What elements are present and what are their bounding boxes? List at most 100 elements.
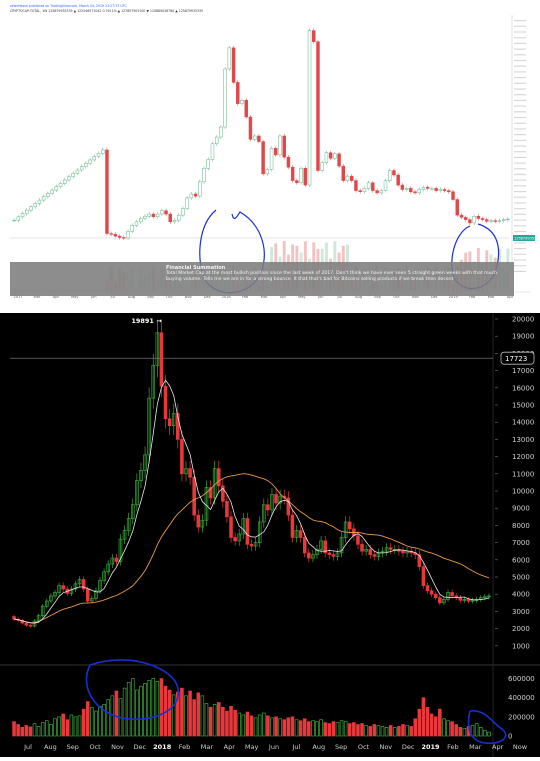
candle-down — [61, 585, 65, 590]
candle-down — [429, 590, 434, 595]
volume-bar — [130, 678, 135, 737]
volume-bar — [397, 726, 401, 737]
volume-bar — [446, 720, 450, 737]
candle-down — [192, 476, 196, 516]
candle-up — [155, 213, 160, 218]
y-tick-mark — [514, 185, 526, 187]
candle-down — [396, 174, 400, 186]
volume-bar — [229, 705, 233, 737]
candle-up — [90, 598, 94, 602]
volume-bar — [393, 727, 397, 737]
x-tick-label: Feb — [179, 743, 191, 751]
candle-down — [208, 487, 213, 499]
candle-up — [73, 583, 78, 590]
candle-up — [501, 219, 506, 221]
y-tick-label: 2000 — [512, 625, 530, 633]
y-tick-mark — [514, 111, 526, 113]
high-label: 19891 → — [131, 317, 162, 325]
y-tick-mark — [514, 99, 526, 101]
candle-up — [198, 181, 202, 197]
y-tick-mark — [514, 105, 526, 107]
candle-down — [109, 233, 113, 235]
candle-down — [459, 214, 464, 218]
candle-down — [196, 514, 201, 528]
y-tick-mark — [514, 191, 526, 193]
y-tick-label: 10000 — [512, 488, 534, 496]
x-tick-label: Oct — [393, 295, 400, 299]
candle-up — [339, 537, 344, 554]
candle-up — [261, 504, 266, 523]
candle-down — [347, 521, 352, 530]
candle-up — [257, 521, 262, 543]
x-tick-label: Apr — [53, 295, 60, 299]
y-tick-mark — [514, 48, 526, 50]
candle-down — [168, 213, 172, 223]
candle-down — [233, 537, 237, 542]
candle-up — [20, 213, 25, 218]
y-tick-mark — [514, 173, 526, 176]
volume-bar — [327, 723, 332, 737]
y-tick-mark — [514, 248, 526, 250]
volume-bar — [294, 719, 299, 737]
volume-bar — [188, 690, 192, 737]
x-tick-label: Oct — [358, 743, 370, 751]
y-tick-label: 16000 — [512, 384, 534, 392]
candle-down — [466, 599, 471, 602]
volume-bar — [159, 678, 164, 737]
candle-up — [181, 208, 185, 216]
price-line-label: 17723 — [505, 355, 527, 363]
candle-up — [79, 166, 84, 171]
volume-bar — [45, 720, 49, 737]
candle-up — [364, 549, 368, 552]
volume-bar — [212, 704, 217, 737]
x-tick-label: Apr — [224, 743, 236, 751]
candle-down — [307, 552, 311, 559]
candle-down — [421, 566, 426, 586]
y-tick-label: 20000 — [512, 316, 534, 324]
volume-bar — [200, 695, 205, 737]
candle-up — [269, 147, 274, 170]
candle-up — [106, 563, 110, 573]
candle-down — [257, 135, 261, 142]
x-tick-label: Sep — [335, 743, 347, 751]
y-tick-mark — [514, 145, 526, 147]
candle-up — [252, 135, 257, 140]
candle-down — [480, 218, 485, 220]
y-tick-mark — [514, 242, 526, 244]
candle-down — [442, 189, 447, 191]
candle-up — [130, 504, 135, 519]
y-tick-label: 6000 — [512, 556, 530, 564]
candle-down — [447, 190, 451, 192]
candle-up — [404, 188, 409, 190]
candle-up — [307, 30, 312, 186]
volume-bar — [65, 719, 70, 737]
candle-up — [84, 163, 88, 167]
candle-up — [32, 620, 37, 627]
volume-bar — [429, 713, 434, 737]
candle-up — [387, 170, 392, 181]
volume-bar — [49, 724, 53, 737]
volume-bar — [266, 715, 270, 737]
volume-bar — [278, 718, 282, 737]
candle-down — [225, 500, 229, 518]
x-tick-label: Sep — [374, 295, 381, 299]
candle-up — [50, 189, 54, 194]
volume-bar — [253, 717, 258, 737]
y-tick-mark — [514, 20, 526, 22]
ohlc-readout: CRYPTOCAP:TOTAL, 1W 125879935335 ▲ 12254… — [10, 9, 204, 13]
candle-up — [299, 168, 303, 184]
volume-bar — [286, 717, 291, 737]
volume-bar — [225, 710, 229, 737]
candle-down — [372, 554, 377, 557]
volume-bar — [368, 726, 373, 737]
candle-down — [245, 518, 250, 545]
y-tick-mark — [514, 162, 526, 164]
volume-bar — [233, 709, 237, 737]
x-tick-label: Dec — [431, 295, 438, 299]
candle-up — [130, 224, 135, 232]
candle-up — [134, 221, 139, 226]
candle-up — [319, 540, 323, 550]
candle-up — [171, 413, 176, 426]
x-tick-label: 2018 — [153, 743, 172, 751]
x-tick-label: Jun — [90, 295, 97, 299]
